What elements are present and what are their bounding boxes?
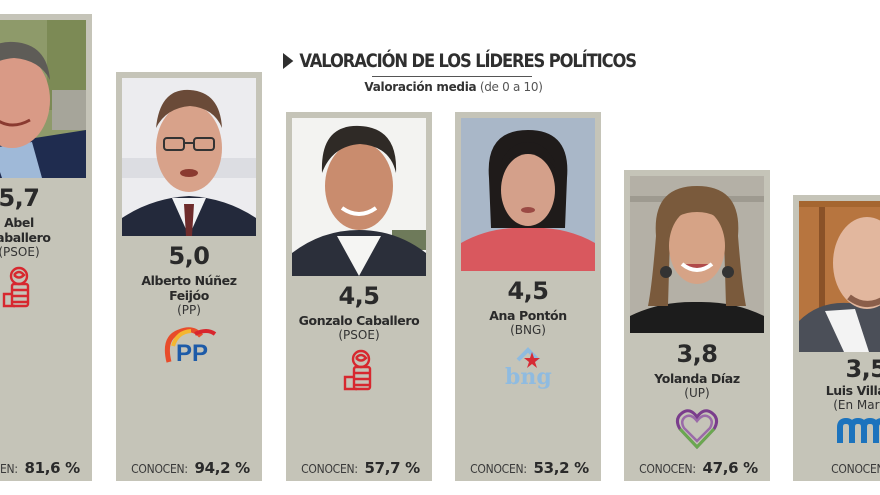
known-label: CONOCEN:: [470, 462, 527, 476]
name-line1: Alberto Núñez: [141, 273, 237, 288]
leader-photo: [799, 201, 880, 352]
leader-party: (PP): [177, 303, 201, 317]
subtitle: Valoración media (de 0 a 10): [291, 80, 616, 94]
known-label: CONOCEN:: [301, 462, 358, 476]
leader-score: 3,5: [845, 355, 880, 383]
leader-score: 3,8: [676, 340, 718, 368]
known-percentage: CONOCEN: 53,2 %: [455, 459, 601, 477]
leader-info: 4,5 Gonzalo Caballero (PSOE): [286, 282, 432, 399]
leader-name: Ana Pontón: [455, 308, 601, 323]
name-line1: Abel: [4, 215, 34, 230]
name-line1: Ana Pontón: [489, 308, 567, 323]
leader-card-luis-villares: 3,5 Luis Villares (En Marea) CONOCEN: 3: [793, 195, 880, 481]
leader-party: (UP): [684, 386, 710, 400]
bng-logo: bng: [505, 347, 552, 390]
leader-party: (PSOE): [338, 328, 380, 342]
psoe-rose-fist-logo: [2, 266, 30, 308]
bng-logo-text: bng: [505, 364, 552, 390]
known-value: 53,2 %: [533, 459, 589, 477]
leader-photo: [0, 20, 86, 178]
leader-card-abel-caballero: 5,7 Abel Caballero (PSOE) CONOCEN: 81,6 …: [0, 14, 92, 481]
leader-name: Abel Caballero: [0, 215, 92, 245]
leader-party: (BNG): [510, 323, 546, 337]
leader-score: 5,7: [0, 184, 40, 212]
leader-info: 4,5 Ana Pontón (BNG) bng: [455, 277, 601, 390]
known-label: CONOCEN:: [131, 462, 188, 476]
known-percentage: CONOCEN: 94,2 %: [116, 459, 262, 477]
leader-card-ana-ponton: 4,5 Ana Pontón (BNG) bng CONOCEN: 53,2 %: [455, 112, 601, 481]
pp-logo-text: PP: [176, 340, 208, 366]
leader-photo: [122, 78, 256, 236]
known-value: 81,6 %: [24, 459, 80, 477]
leader-score: 4,5: [338, 282, 380, 310]
known-label: CONOCEN:: [0, 462, 18, 476]
leader-score: 5,0: [168, 242, 210, 270]
name-line1: Yolanda Díaz: [654, 371, 740, 386]
known-value: 47,6 %: [702, 459, 758, 477]
name-line1: Gonzalo Caballero: [298, 313, 420, 328]
known-value: 57,7 %: [364, 459, 420, 477]
leader-info: 3,8 Yolanda Díaz (UP): [624, 340, 770, 451]
page-title: VALORACIÓN DE LOS LÍDERES POLÍTICOS: [283, 50, 637, 72]
leader-photo: [630, 176, 764, 333]
leader-card-alberto-nunez-feijoo: 5,0 Alberto Núñez Feijóo (PP) PP CONOCEN…: [116, 72, 262, 481]
leader-photo: [461, 118, 595, 271]
title-text: VALORACIÓN DE LOS LÍDERES POLÍTICOS: [299, 50, 637, 72]
known-label: CONOCEN:: [830, 462, 880, 476]
triangle-right-icon: [283, 53, 294, 69]
known-percentage: CONOCEN: 57,7 %: [286, 459, 432, 477]
leader-party: (En Marea): [833, 398, 880, 412]
title-divider: [371, 76, 532, 77]
known-label: CONOCEN:: [639, 462, 696, 476]
name-line2: Caballero: [0, 230, 51, 245]
psoe-rose-fist-logo: [343, 349, 372, 391]
subtitle-note: (de 0 a 10): [479, 80, 543, 94]
leader-photo: [292, 118, 426, 276]
name-line1: Luis Villares: [825, 383, 880, 398]
subtitle-bold: Valoración media: [364, 80, 477, 94]
name-line2: Feijóo: [169, 288, 209, 303]
chart-header: VALORACIÓN DE LOS LÍDERES POLÍTICOS Valo…: [283, 50, 637, 94]
known-percentage: CONOCEN: 3: [793, 459, 880, 477]
leader-info: 5,0 Alberto Núñez Feijóo (PP) PP: [116, 242, 262, 366]
leader-name: Gonzalo Caballero: [286, 313, 432, 328]
leader-card-gonzalo-caballero: 4,5 Gonzalo Caballero (PSOE) CONOCEN: 57…: [286, 112, 432, 481]
known-percentage: CONOCEN: 81,6 %: [0, 459, 92, 477]
pp-logo: PP: [164, 327, 217, 366]
known-percentage: CONOCEN: 47,6 %: [624, 459, 770, 477]
leader-name: Alberto Núñez Feijóo: [116, 273, 262, 303]
leader-name: Luis Villares: [793, 383, 880, 398]
leader-info: 3,5 Luis Villares (En Marea): [793, 355, 880, 447]
leader-card-yolanda-diaz: 3,8 Yolanda Díaz (UP) CONOCEN: 47,6 %: [624, 170, 770, 481]
leader-party: (PSOE): [0, 245, 40, 259]
en-marea-logo: [837, 417, 880, 443]
leader-info: 5,7 Abel Caballero (PSOE): [0, 184, 92, 316]
known-value: 94,2 %: [194, 459, 250, 477]
up-heart-logo: [675, 409, 719, 450]
leader-score: 4,5: [507, 277, 549, 305]
leader-name: Yolanda Díaz: [624, 371, 770, 386]
